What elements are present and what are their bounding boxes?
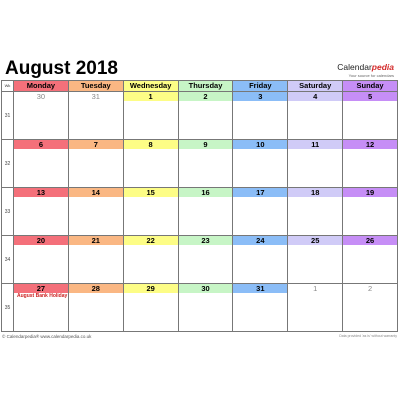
day-cell[interactable]: 19: [343, 188, 398, 236]
day-number: 20: [14, 236, 68, 245]
day-cell[interactable]: 21: [68, 236, 124, 284]
day-cell[interactable]: 29: [123, 284, 179, 332]
page-title: August 2018: [5, 58, 118, 79]
day-cell[interactable]: 20: [14, 236, 69, 284]
footer-copyright: © Calendarpedia® www.calendarpedia.co.uk: [2, 334, 92, 339]
calendar-grid: Wk Monday Tuesday Wednesday Thursday Friday Sa…: [1, 80, 398, 332]
day-cell[interactable]: 11: [288, 140, 344, 188]
day-number: 7: [68, 140, 123, 149]
day-number: 13: [14, 188, 68, 197]
day-number: 16: [178, 188, 233, 197]
day-cell[interactable]: 7: [68, 140, 124, 188]
week-number: 34: [2, 236, 14, 284]
day-cell[interactable]: 5: [343, 92, 398, 140]
day-cell[interactable]: 22: [123, 236, 179, 284]
day-number: 4: [288, 92, 343, 101]
day-number: 18: [288, 188, 343, 197]
day-number: 27: [14, 284, 68, 293]
day-number: 29: [123, 284, 178, 293]
brand-logo: Calendarpedia: [337, 62, 394, 72]
week-number: 31: [2, 92, 14, 140]
day-number: 30: [178, 284, 233, 293]
day-number: 21: [68, 236, 123, 245]
day-number: 10: [233, 140, 288, 149]
day-number: 23: [178, 236, 233, 245]
day-cell[interactable]: 23: [178, 236, 234, 284]
week-number-header: Wk: [2, 81, 14, 92]
weekday-header-thursday: Thursday: [178, 81, 234, 92]
day-cell[interactable]: 30: [14, 92, 69, 140]
day-cell[interactable]: 28: [68, 284, 124, 332]
day-number: 1: [288, 284, 343, 293]
day-number: 2: [178, 92, 233, 101]
day-cell[interactable]: 2: [178, 92, 234, 140]
day-cell[interactable]: 1: [288, 284, 344, 332]
day-cell[interactable]: 17: [233, 188, 289, 236]
weekday-header-monday: Monday: [14, 81, 69, 92]
day-number: 24: [233, 236, 288, 245]
day-number: 14: [68, 188, 123, 197]
weekday-header-saturday: Saturday: [288, 81, 344, 92]
day-number: 12: [343, 140, 397, 149]
day-number: 22: [123, 236, 178, 245]
week-number: 33: [2, 188, 14, 236]
day-cell[interactable]: 2: [343, 284, 398, 332]
day-cell[interactable]: 31: [68, 92, 124, 140]
day-cell[interactable]: 12: [343, 140, 398, 188]
week-number: 35: [2, 284, 14, 332]
day-cell[interactable]: 27 August Bank Holiday: [14, 284, 69, 332]
day-number: 25: [288, 236, 343, 245]
weekday-header-wednesday: Wednesday: [123, 81, 179, 92]
day-cell[interactable]: 6: [14, 140, 69, 188]
day-cell[interactable]: 15: [123, 188, 179, 236]
day-cell[interactable]: 14: [68, 188, 124, 236]
day-cell[interactable]: 10: [233, 140, 289, 188]
day-number: 9: [178, 140, 233, 149]
day-number: 19: [343, 188, 397, 197]
day-cell[interactable]: 25: [288, 236, 344, 284]
day-cell[interactable]: 16: [178, 188, 234, 236]
day-number: 3: [233, 92, 288, 101]
day-cell[interactable]: 30: [178, 284, 234, 332]
day-cell[interactable]: 3: [233, 92, 289, 140]
day-cell[interactable]: 9: [178, 140, 234, 188]
holiday-note: August Bank Holiday: [17, 293, 68, 299]
day-cell[interactable]: 31: [233, 284, 289, 332]
day-cell[interactable]: 26: [343, 236, 398, 284]
brand-tagline: Your source for calendars: [348, 73, 394, 78]
weekday-header-sunday: Sunday: [343, 81, 398, 92]
day-cell[interactable]: 4: [288, 92, 344, 140]
footer-disclaimer: Data provided 'as is' without warranty: [339, 334, 397, 338]
weekday-header-tuesday: Tuesday: [68, 81, 124, 92]
brand-part1: Calendar: [337, 62, 372, 72]
day-number: 31: [68, 92, 123, 101]
day-number: 5: [343, 92, 397, 101]
weekday-header-friday: Friday: [233, 81, 289, 92]
day-number: 30: [14, 92, 68, 101]
day-number: 26: [343, 236, 397, 245]
brand-part2: pedia: [371, 62, 394, 72]
week-number: 32: [2, 140, 14, 188]
day-number: 6: [14, 140, 68, 149]
day-number: 17: [233, 188, 288, 197]
day-number: 2: [343, 284, 397, 293]
day-cell[interactable]: 24: [233, 236, 289, 284]
day-cell[interactable]: 8: [123, 140, 179, 188]
day-number: 28: [68, 284, 123, 293]
day-cell[interactable]: 13: [14, 188, 69, 236]
day-cell[interactable]: 18: [288, 188, 344, 236]
day-number: 15: [123, 188, 178, 197]
day-number: 8: [123, 140, 178, 149]
day-cell[interactable]: 1: [123, 92, 179, 140]
day-number: 1: [123, 92, 178, 101]
day-number: 31: [233, 284, 288, 293]
day-number: 11: [288, 140, 343, 149]
